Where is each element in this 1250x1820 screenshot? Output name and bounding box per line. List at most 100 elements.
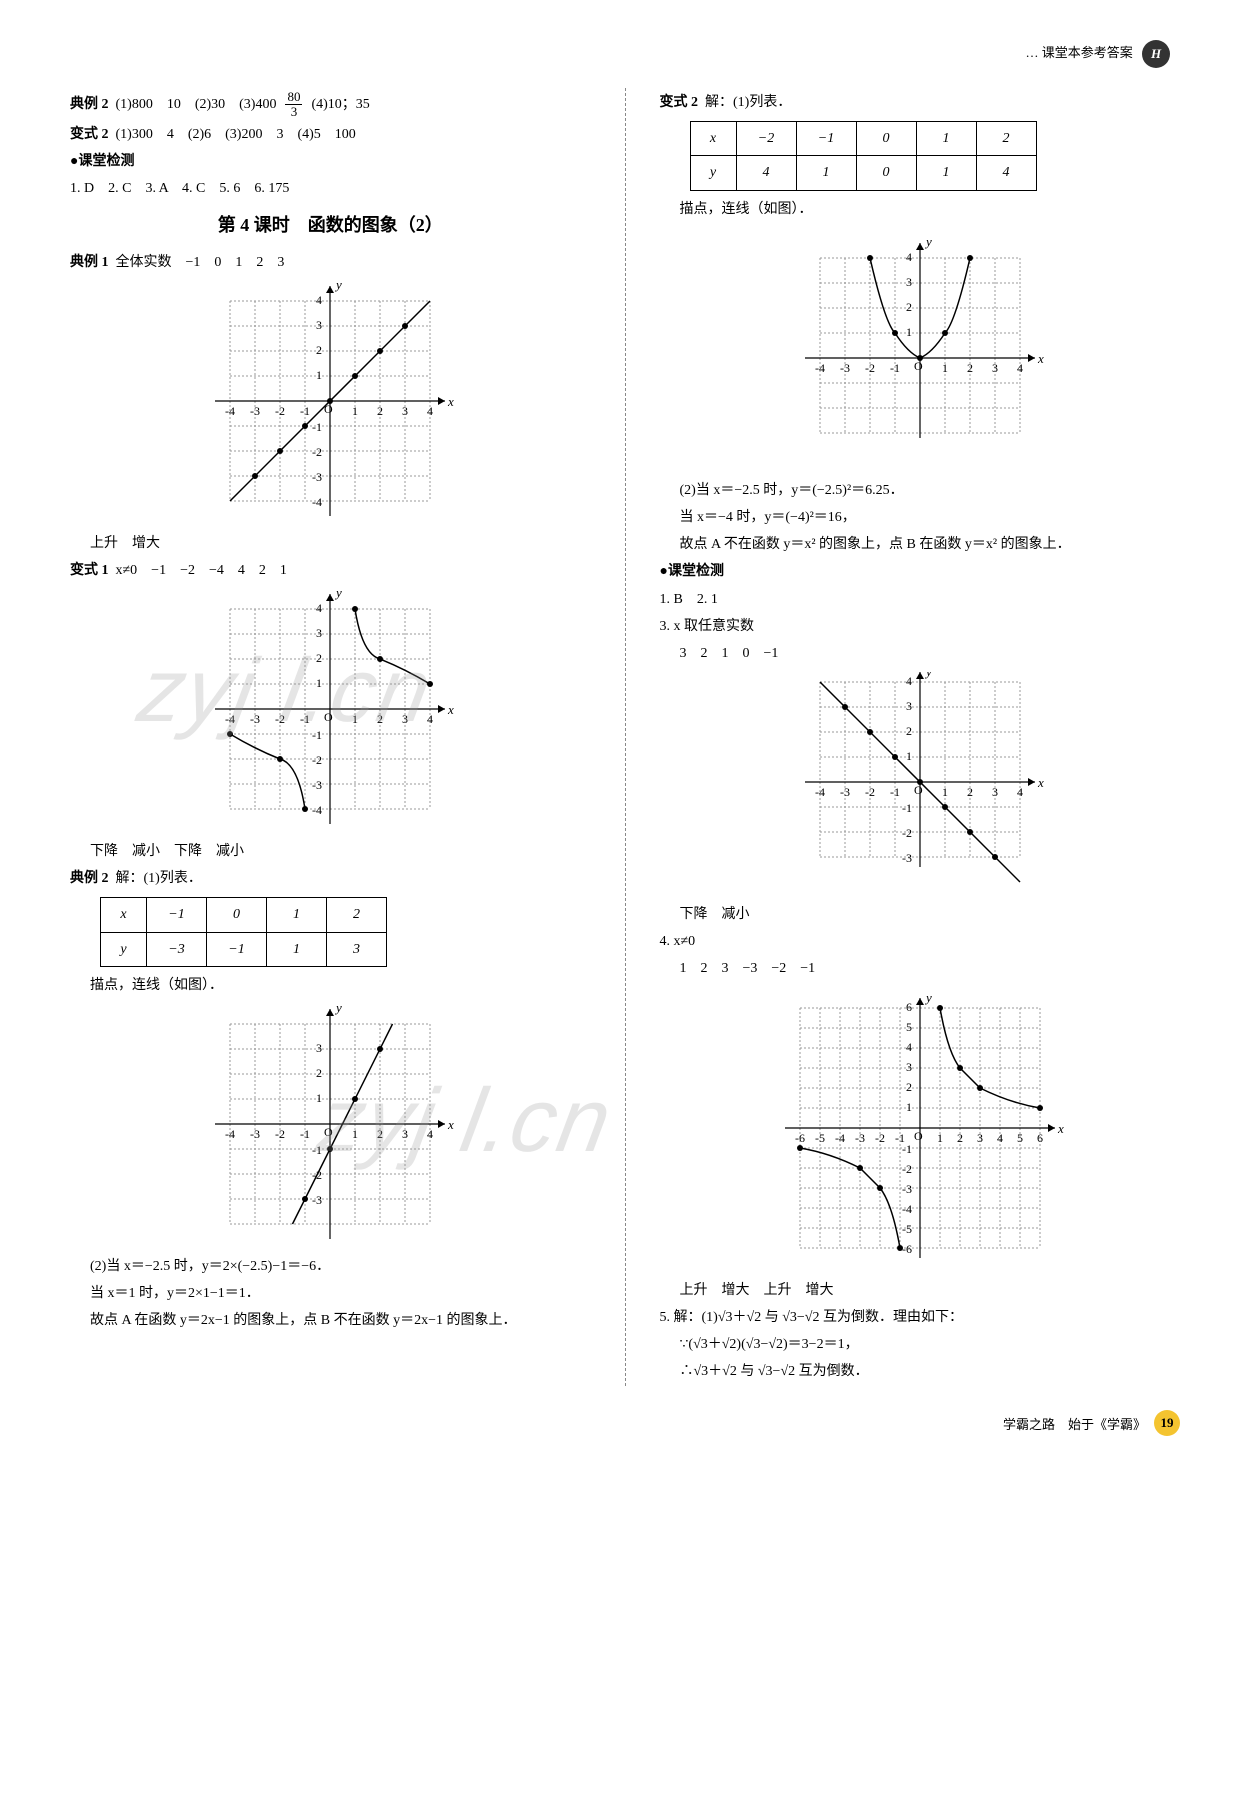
svg-text:4: 4 (997, 1131, 1003, 1145)
text: 上升 增大 (70, 531, 591, 556)
svg-text:-4: -4 (312, 803, 322, 817)
footer-text: 学霸之路 始于《学霸》 (1003, 1414, 1146, 1433)
text: 故点 A 不在函数 y＝x² 的图象上，点 B 在函数 y＝x² 的图象上． (660, 532, 1181, 557)
svg-text:3: 3 (906, 1060, 912, 1074)
svg-text:4: 4 (427, 1127, 433, 1141)
svg-text:y: y (334, 589, 342, 600)
label-dianli1: 典例 1 (70, 255, 109, 270)
svg-text:-4: -4 (225, 404, 235, 418)
svg-text:5: 5 (906, 1020, 912, 1034)
svg-text:3: 3 (316, 1041, 322, 1055)
text: 下降 减小 下降 减小 (70, 839, 591, 864)
svg-text:4: 4 (316, 601, 322, 615)
label-dianli2: 典例 2 (70, 97, 109, 112)
svg-text:y: y (924, 234, 932, 249)
left-column: 典例 2 (1)800 10 (2)30 (3)400 80 3 (4)10；3… (70, 88, 591, 1386)
svg-text:-2: -2 (275, 712, 285, 726)
svg-text:3: 3 (992, 361, 998, 375)
text: (2)当 x＝−2.5 时，y＝2×(−2.5)−1＝−6． (70, 1254, 591, 1279)
text: (1)300 4 (2)6 (3)200 3 (4)5 100 (116, 127, 356, 142)
svg-text:-1: -1 (890, 785, 900, 799)
svg-text:x: x (447, 394, 454, 409)
svg-text:3: 3 (316, 318, 322, 332)
table-xy-2: x −2 −1 0 1 2 y 4 1 0 1 4 (690, 121, 1037, 190)
svg-text:3: 3 (992, 785, 998, 799)
graph-parabola: xy O -4-3-2-1 1234 1234 (780, 228, 1060, 468)
svg-text:-2: -2 (865, 361, 875, 375)
svg-text:-3: -3 (312, 470, 322, 484)
svg-text:O: O (324, 1125, 333, 1139)
svg-text:-1: -1 (312, 420, 322, 434)
table-row: x −2 −1 0 1 2 (690, 122, 1036, 156)
svg-text:-3: -3 (250, 404, 260, 418)
text: 上升 增大 上升 增大 (660, 1278, 1181, 1303)
svg-text:-1: -1 (890, 361, 900, 375)
text: (2)当 x＝−2.5 时，y＝(−2.5)²＝6.25． (660, 478, 1181, 503)
svg-text:2: 2 (967, 361, 973, 375)
svg-text:-2: -2 (312, 445, 322, 459)
svg-text:3: 3 (316, 626, 322, 640)
svg-text:4: 4 (427, 404, 433, 418)
answers-line: 1. D 2. C 3. A 4. C 5. 6 6. 175 (70, 176, 591, 201)
breadcrumb: … 课堂本参考答案 (1025, 45, 1132, 60)
text: 全体实数 −1 0 1 2 3 (116, 255, 285, 270)
graph-linear-neg: xy O -4-3-2-1 1234 1234 -1-2-3 (780, 672, 1060, 892)
label-bianshi1: 变式 1 (70, 563, 109, 578)
svg-text:2: 2 (316, 651, 322, 665)
right-column: 变式 2 解：(1)列表． x −2 −1 0 1 2 y 4 1 0 1 4 … (660, 88, 1181, 1386)
page-header: … 课堂本参考答案 H (70, 40, 1180, 68)
svg-text:6: 6 (1037, 1131, 1043, 1145)
svg-text:-1: -1 (300, 1127, 310, 1141)
text: 当 x＝−4 时，y＝(−4)²＝16， (660, 505, 1181, 530)
svg-text:2: 2 (906, 724, 912, 738)
svg-text:1: 1 (316, 676, 322, 690)
table-row: y −3 −1 1 3 (101, 932, 387, 966)
svg-text:1: 1 (316, 368, 322, 382)
svg-text:2: 2 (957, 1131, 963, 1145)
svg-text:1: 1 (906, 1100, 912, 1114)
column-divider (625, 88, 626, 1386)
svg-text:-2: -2 (275, 404, 285, 418)
svg-text:O: O (914, 1129, 923, 1143)
text: 当 x＝1 时，y＝2×1−1＝1． (70, 1281, 591, 1306)
svg-text:2: 2 (906, 1080, 912, 1094)
fraction: 80 3 (285, 90, 302, 120)
svg-text:1: 1 (316, 1091, 322, 1105)
answers-line: 1. B 2. 1 (660, 587, 1181, 612)
svg-text:-4: -4 (225, 1127, 235, 1141)
svg-text:-3: -3 (312, 1193, 322, 1207)
svg-text:y: y (334, 1004, 342, 1015)
svg-text:O: O (324, 710, 333, 724)
svg-text:5: 5 (1017, 1131, 1023, 1145)
table-row: x −1 0 1 2 (101, 898, 387, 932)
text: 描点，连线（如图）． (660, 197, 1181, 222)
svg-text:-4: -4 (835, 1131, 845, 1145)
svg-text:-1: -1 (300, 712, 310, 726)
section-check: ●课堂检测 (70, 149, 591, 174)
table-row: y 4 1 0 1 4 (690, 156, 1036, 190)
svg-text:-4: -4 (815, 785, 825, 799)
answers-line: 3. x 取任意实数 (660, 614, 1181, 639)
section-check: ●课堂检测 (660, 559, 1181, 584)
svg-text:2: 2 (377, 404, 383, 418)
svg-text:3: 3 (402, 404, 408, 418)
text: 解：(1)列表． (705, 95, 791, 110)
lesson-title: 第 4 课时 函数的图象（2） (70, 209, 591, 241)
graph-linear-1: xy O -4-3-2-1 1234 1234 -1-2-3-4 (190, 281, 470, 521)
svg-text:1: 1 (906, 325, 912, 339)
svg-text:-3: -3 (840, 785, 850, 799)
svg-text:-1: -1 (312, 1143, 322, 1157)
text: x≠0 −1 −2 −4 4 2 1 (116, 563, 287, 578)
svg-text:-2: -2 (275, 1127, 285, 1141)
svg-text:-1: -1 (312, 728, 322, 742)
svg-text:1: 1 (942, 361, 948, 375)
graph-linear-2: xy O -4-3-2-1 1234 123 -1-2-3 (190, 1004, 470, 1244)
svg-text:-3: -3 (840, 361, 850, 375)
svg-text:y: y (924, 672, 932, 679)
svg-text:4: 4 (1017, 361, 1023, 375)
svg-text:1: 1 (352, 1127, 358, 1141)
svg-text:4: 4 (906, 250, 912, 264)
table-xy-1: x −1 0 1 2 y −3 −1 1 3 (100, 897, 387, 966)
svg-text:3: 3 (402, 1127, 408, 1141)
svg-text:2: 2 (316, 1066, 322, 1080)
